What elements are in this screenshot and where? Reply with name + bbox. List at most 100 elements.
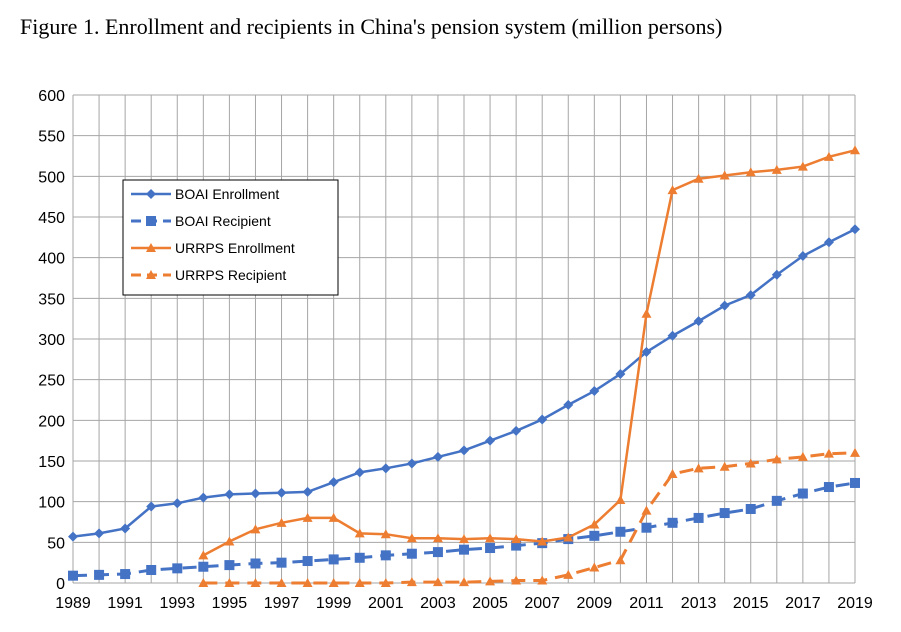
data-point [511,534,522,544]
data-point [120,569,131,580]
data-point [823,237,834,248]
data-point [719,170,730,180]
data-point [745,290,756,301]
data-point [667,469,678,479]
data-point [563,569,574,579]
data-point [641,347,652,358]
data-point [406,548,417,559]
x-tick-label: 1995 [212,595,248,612]
data-point [537,536,548,546]
data-point [537,414,548,425]
data-point [354,467,365,478]
data-point [250,578,261,587]
data-point [276,557,287,568]
data-point [354,528,365,538]
data-point [485,533,496,543]
data-point [224,578,235,587]
data-point [850,477,860,488]
data-point [68,570,78,581]
data-point [172,563,183,574]
y-tick-label: 350 [38,291,65,308]
y-tick-label: 200 [38,413,65,430]
data-point [198,561,209,572]
y-tick-label: 150 [38,454,65,471]
data-point [328,554,339,565]
data-point [302,556,313,567]
data-point [615,368,626,379]
data-point [771,269,782,280]
data-point [380,529,391,539]
x-tick-label: 1997 [264,595,300,612]
data-point [667,185,678,195]
data-point [276,517,287,527]
data-point [667,517,678,528]
data-point [432,547,443,558]
data-point [797,161,808,171]
data-point [432,451,443,462]
data-point [120,523,131,534]
data-point [641,308,652,318]
data-point [276,578,287,587]
data-point [146,564,157,575]
data-point [354,578,365,587]
legend-marker [146,270,156,279]
legend-marker [146,216,156,226]
data-point [589,562,600,572]
data-point [432,577,443,587]
series-line-2 [202,149,856,557]
data-point [198,492,209,503]
data-point [850,145,860,155]
data-point [432,533,443,543]
x-tick-label: 2019 [837,595,873,612]
x-tick-label: 2015 [733,595,769,612]
data-point [250,558,261,569]
data-point [745,503,756,514]
data-point [771,164,782,174]
x-tick-label: 1999 [316,595,352,612]
data-point [198,578,209,587]
x-tick-label: 1993 [159,595,195,612]
data-point [823,448,834,458]
legend-box [122,179,339,296]
data-point [797,451,808,461]
data-point [641,505,652,515]
y-tick-label: 100 [38,495,65,512]
data-point [511,540,522,551]
x-tick-label: 1989 [55,595,91,612]
data-point [302,578,313,587]
data-point [94,569,105,580]
data-point [146,501,157,512]
y-tick-label: 400 [38,251,65,268]
data-point [667,330,678,341]
data-point [406,533,417,543]
data-point [459,534,469,544]
data-point [459,445,469,456]
legend-label: URRPS Recipient [175,267,286,283]
data-point [693,316,704,327]
data-point [745,167,756,177]
data-point [745,458,756,468]
data-point [589,386,600,397]
data-point [459,544,469,555]
data-point [537,575,548,585]
legend-label: URRPS Enrollment [175,240,295,256]
y-tick-label: 250 [38,373,65,390]
data-point [172,498,183,509]
data-point [380,550,391,561]
x-tick-label: 2003 [420,595,456,612]
y-tick-label: 0 [56,576,65,593]
data-point [797,251,808,262]
x-tick-label: 2005 [472,595,508,612]
data-point [328,512,339,522]
data-point [250,524,261,534]
legend-marker [146,189,156,199]
data-point [719,508,730,519]
y-tick-label: 300 [38,332,65,349]
data-point [693,463,704,473]
legend-label: BOAI Enrollment [175,186,279,202]
chart-title: Figure 1. Enrollment and recipients in C… [20,14,723,39]
data-point [589,530,600,541]
data-point [380,463,391,474]
legend-label: BOAI Recipient [175,213,271,229]
